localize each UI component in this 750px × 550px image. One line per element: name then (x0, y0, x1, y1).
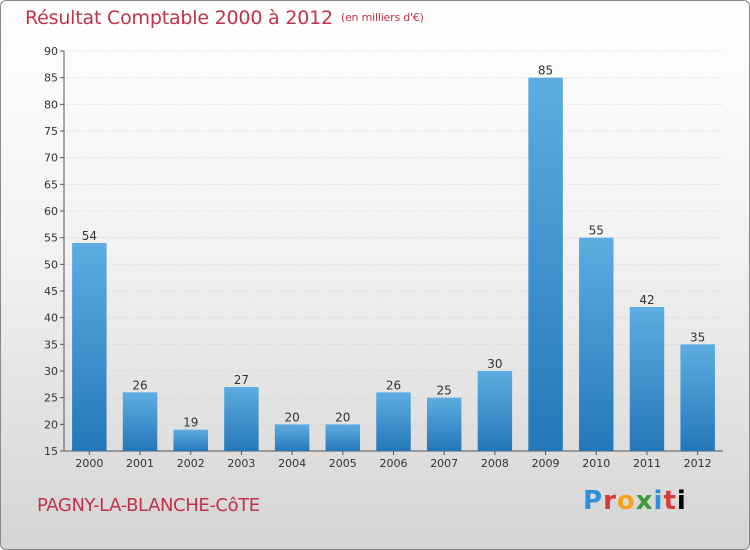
commune-name: PAGNY-LA-BLANCHE-CôTE (37, 495, 260, 516)
bar-value-label: 55 (589, 224, 604, 238)
bar-value-label: 19 (183, 416, 198, 430)
y-tick-label: 65 (44, 178, 58, 191)
chart-title: Résultat Comptable 2000 à 2012 (en millie… (25, 7, 424, 29)
y-tick-label: 45 (44, 285, 58, 298)
bar-value-label: 35 (690, 330, 705, 344)
bar-value-label: 42 (639, 293, 654, 307)
x-tick-label: 2004 (278, 457, 306, 470)
y-tick-label: 80 (44, 98, 58, 111)
x-tick-label: 2011 (633, 457, 661, 470)
bar (224, 387, 259, 451)
y-tick-label: 30 (44, 365, 58, 378)
bar-value-label: 20 (335, 410, 350, 424)
x-tick-label: 2001 (126, 457, 154, 470)
bar-value-label: 30 (487, 357, 502, 371)
y-tick-label: 90 (44, 45, 58, 58)
x-tick-label: 2012 (684, 457, 712, 470)
logo-letter: o (616, 486, 636, 516)
y-tick-label: 85 (44, 72, 58, 85)
y-tick-label: 60 (44, 205, 58, 218)
bar (376, 392, 411, 451)
y-tick-label: 40 (44, 312, 58, 325)
bar (72, 243, 107, 451)
bar (173, 429, 208, 451)
bar-value-label: 26 (132, 378, 147, 392)
bar (680, 344, 715, 451)
y-tick-label: 75 (44, 125, 58, 138)
y-tick-label: 35 (44, 338, 58, 351)
bar (426, 397, 462, 451)
bar-layer (72, 77, 715, 452)
y-tick-label: 20 (44, 418, 58, 431)
bar-value-label: 26 (386, 378, 401, 392)
x-tick-label: 2005 (329, 457, 357, 470)
y-tick-label: 15 (44, 445, 58, 458)
logo-letter: i (676, 486, 687, 516)
y-tick-label: 55 (44, 232, 58, 245)
logo-letter: t (663, 486, 677, 516)
bar-value-label: 25 (437, 384, 452, 398)
y-tick-label: 70 (44, 152, 58, 165)
bar (528, 77, 563, 452)
logo-letter: r (603, 486, 617, 516)
x-tick-label: 2006 (380, 457, 408, 470)
bar-value-label: 85 (538, 64, 553, 78)
proxiti-logo: Proxiti (583, 486, 687, 516)
x-tick-label: 2003 (227, 457, 255, 470)
bar (274, 424, 310, 451)
logo-letter: i (653, 486, 664, 516)
bar (579, 237, 614, 451)
chart-unit: (en milliers d'€) (340, 11, 424, 24)
x-tick-label: 2000 (75, 457, 103, 470)
bar-value-label: 20 (284, 410, 299, 424)
chart-title-text: Résultat Comptable 2000 à 2012 (25, 7, 333, 29)
label-layer: 15 20 25 30 35 40 45 50 55 60 65 70 75 80 85 90 54 2000 26… (44, 45, 712, 470)
bar-value-label: 54 (82, 229, 97, 243)
bar-value-label: 27 (234, 373, 249, 387)
bar (629, 307, 665, 451)
x-tick-label: 2007 (430, 457, 458, 470)
y-tick-label: 50 (44, 258, 58, 271)
logo-letter: P (583, 486, 604, 516)
bar (325, 424, 361, 451)
x-tick-label: 2009 (532, 457, 560, 470)
bar (477, 371, 513, 451)
bar (122, 392, 158, 451)
y-tick-label: 25 (44, 392, 58, 405)
x-tick-label: 2008 (481, 457, 509, 470)
x-tick-label: 2010 (582, 457, 610, 470)
x-tick-label: 2002 (177, 457, 205, 470)
logo-letter: x (635, 486, 654, 516)
